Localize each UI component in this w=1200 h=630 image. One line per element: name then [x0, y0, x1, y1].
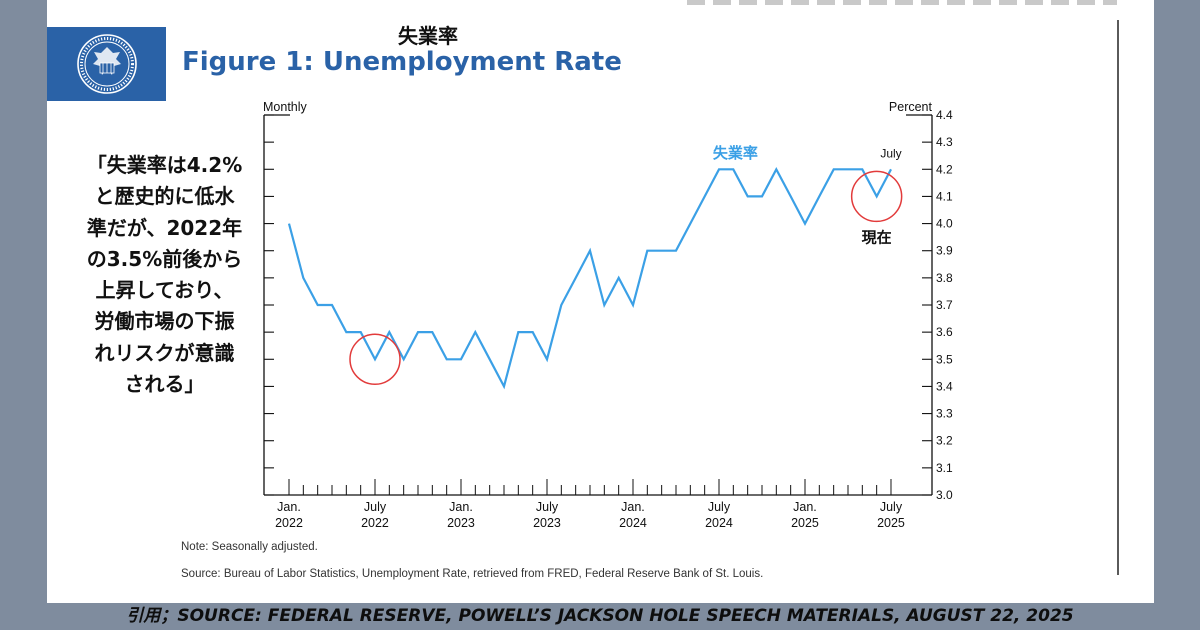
y-tick-label: 4.4	[936, 108, 953, 122]
y-tick-label: 3.3	[936, 407, 953, 421]
x-tick-label-month: Jan.	[449, 500, 473, 514]
commentary-callout: 「失業率は4.2% と歴史的に低水 準だが、2022年 の3.5%前後から 上昇…	[67, 150, 262, 400]
y-tick-label: 3.5	[936, 352, 953, 366]
y-axis-label: Percent	[889, 100, 933, 114]
unemployment-series-line	[287, 166, 892, 390]
y-tick-label: 3.0	[936, 488, 953, 502]
x-tick-label-month: July	[708, 500, 731, 514]
x-tick-label-month: July	[364, 500, 387, 514]
callout-line: 「失業率は4.2%	[86, 153, 243, 177]
x-tick-label-month: Jan.	[621, 500, 645, 514]
y-tick-label: 3.4	[936, 379, 953, 393]
figure-title: Figure 1: Unemployment Rate	[182, 47, 622, 77]
chart-note: Note: Seasonally adjusted.	[181, 541, 318, 553]
x-tick-label-year: 2025	[877, 516, 905, 530]
frequency-label: Monthly	[263, 100, 308, 114]
x-tick-label-year: 2022	[275, 516, 303, 530]
x-tick-label-year: 2022	[361, 516, 389, 530]
series-label: 失業率	[713, 144, 758, 162]
y-tick-label: 4.2	[936, 162, 953, 176]
unemployment-line-chart: 3.0 3.1 3.2 3.3 3.4 3.5 3.6 3.7 3.8 3.9 4.0 4.1 4.2 4…	[263, 100, 953, 530]
chart-source: Source: Bureau of Labor Statistics, Unem…	[181, 568, 764, 580]
x-tick-label-year: 2023	[447, 516, 475, 530]
x-tick-label-month: July	[536, 500, 559, 514]
highlight-circle	[349, 333, 401, 386]
callout-line: れリスクが意識	[94, 340, 235, 365]
y-tick-label: 3.8	[936, 271, 953, 285]
callout-line: と歴史的に低水	[94, 184, 235, 209]
latest-month-label: July	[880, 146, 901, 160]
federal-reserve-seal-box	[47, 27, 166, 101]
x-tick-label-year: 2024	[619, 516, 647, 530]
y-tick-label: 3.9	[936, 244, 953, 258]
document-sheet: Figure 1: Unemployment Rate 失業率 「失業率は4.2…	[47, 0, 1154, 603]
callout-line: 準だが、2022年	[86, 215, 243, 240]
cropped-top-text	[687, 0, 1117, 5]
x-tick-label-year: 2025	[791, 516, 819, 530]
y-tick-label: 4.0	[936, 217, 953, 231]
callout-line: 上昇しており、	[95, 278, 234, 303]
callout-line: 労働市場の下振	[94, 309, 235, 334]
federal-reserve-seal-icon	[76, 34, 137, 94]
y-tick-label: 3.6	[936, 325, 953, 339]
highlight-circle	[850, 170, 903, 223]
x-tick-label-year: 2023	[533, 516, 561, 530]
y-tick-label: 3.7	[936, 298, 953, 312]
page-edge-rule	[1117, 20, 1119, 575]
citation-banner: 引用；SOURCE: FEDERAL RESERVE, POWELL’S JAC…	[126, 606, 1074, 626]
y-tick-label: 4.3	[936, 135, 953, 149]
x-tick-label-month: Jan.	[793, 500, 817, 514]
japanese-title: 失業率	[398, 24, 458, 48]
y-tick-label: 3.2	[936, 434, 953, 448]
x-tick-label-month: Jan.	[277, 500, 301, 514]
x-tick-label-month: July	[880, 500, 903, 514]
y-tick-label: 3.1	[936, 461, 953, 475]
current-label: 現在	[862, 228, 892, 246]
y-tick-label: 4.1	[936, 189, 953, 203]
callout-line: される」	[124, 372, 205, 397]
x-tick-label-year: 2024	[705, 516, 733, 530]
callout-line: の3.5%前後から	[86, 246, 243, 271]
